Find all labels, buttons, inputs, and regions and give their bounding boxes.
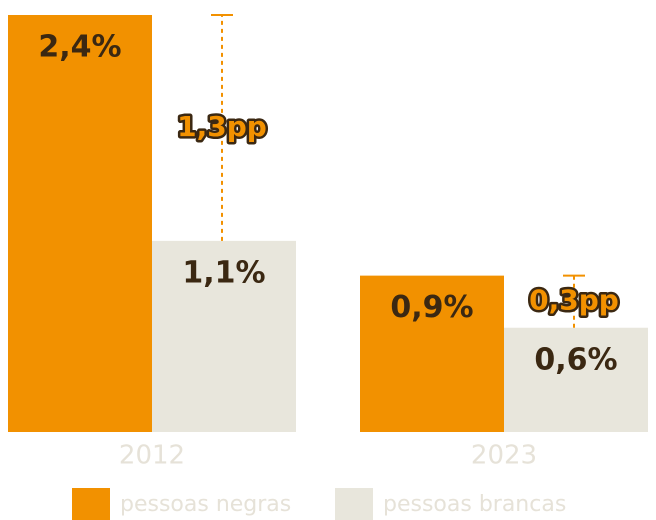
value-label: 1,1% [182,255,265,290]
bar [504,327,648,432]
gap-label: 1,3pp [177,110,267,143]
x-tick-label: 2023 [471,441,537,471]
legend-label: pessoas brancas [383,492,566,517]
bar [8,15,152,432]
legend-swatch [335,488,373,520]
value-label: 0,6% [534,342,617,377]
bar [152,240,296,432]
x-tick-label: 2012 [119,441,185,471]
legend-swatch [72,488,110,520]
value-label: 0,9% [390,290,473,325]
value-label: 2,4% [38,30,121,65]
bar [360,275,504,432]
legend-label: pessoas negras [120,492,291,517]
gap-label: 0,3pp [529,284,619,317]
